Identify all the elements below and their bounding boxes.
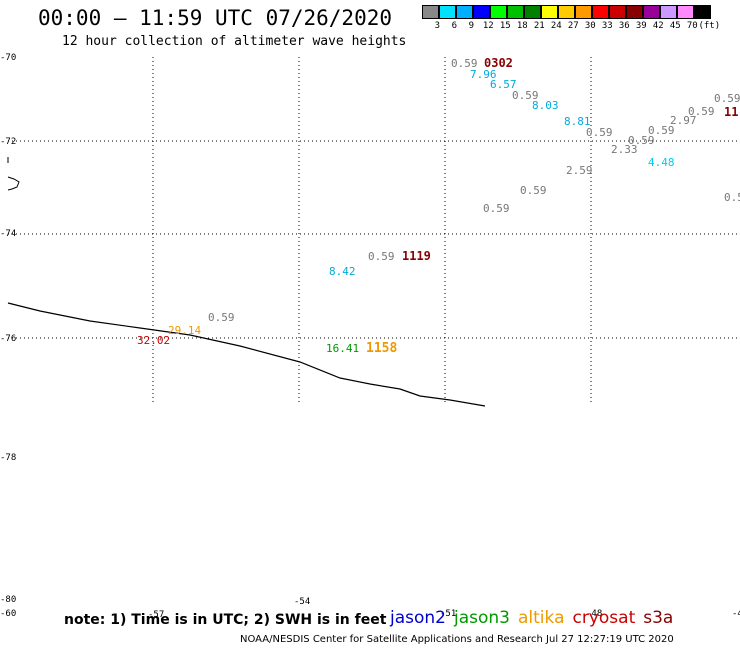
legend-swatch [541,5,558,19]
legend-swatch [422,5,439,19]
legend-swatch [660,5,677,19]
legend-swatch [490,5,507,19]
wave-height-label: 0.5 [724,191,740,204]
legend-label: 70 [686,21,698,31]
legend-swatch [609,5,626,19]
latitude-label: -76 [0,334,16,344]
wave-height-points: 0.59 03027.966.570.598.038.810.592.330.59… [137,56,740,356]
wave-height-label: 0.59 [648,124,675,137]
latitude-label: -70 [0,53,16,63]
wave-height-label: 32.02 [137,334,170,347]
latitude-label: -72 [0,137,16,147]
longitude-label: -45 [732,609,740,619]
legend-swatch [694,5,711,19]
legend-swatch [575,5,592,19]
wave-height-label: 0.59 [688,105,715,118]
latitude-label: -80 [0,595,16,605]
wave-height-label: 2.97 [670,114,697,127]
legend-label: 45 [669,21,681,31]
longitude-labels: -60 -57 -54 -51 -48 -45 [0,597,740,620]
wave-height-label: 8.03 [532,99,559,112]
legend-swatch [439,5,456,19]
legend-swatch [626,5,643,19]
wave-height-label: 0.59 [520,184,547,197]
legend-swatch [456,5,473,19]
longitude-label: -54 [294,597,310,607]
wave-height-label: 0.59 [714,92,740,105]
legend-label: 9 [468,21,475,31]
wave-height-label: 8.81 [564,115,591,128]
legend-swatch [558,5,575,19]
legend-label: 36 [618,21,630,31]
wave-height-label: 0302 [484,56,513,70]
legend-label: 24 [550,21,562,31]
legend-label: 33 [601,21,613,31]
wave-height-label: 0.59 [208,311,235,324]
wave-height-label: 8.42 [329,265,356,278]
latitude-label: -74 [0,229,16,239]
wave-height-label: 2.59 [566,164,593,177]
wave-height-label: 0.59 [368,250,395,263]
wave-height-label: 0.59 [483,202,510,215]
note-text: note: 1) Time is in UTC; 2) SWH is in fe… [64,612,387,628]
legend-label: 42 [652,21,664,31]
satellite-altika: altika [518,608,565,628]
satellite-jason2: jason2 [390,608,446,628]
longitude-label: -60 [0,609,16,619]
legend-label: 12 [482,21,494,31]
wave-height-label: 4.48 [648,156,675,169]
wave-height-label: 7.96 [470,68,497,81]
legend-label: 27 [567,21,579,31]
wave-height-label: 0.59 [512,89,539,102]
wave-height-label: 0.59 [451,57,478,70]
color-legend [422,5,711,19]
longitude-label: -48 [586,609,602,619]
satellite-jason3: jason3 [454,608,510,628]
legend-label: 30 [584,21,596,31]
wave-height-label: 29.14 [168,324,201,337]
legend-label: (ft) [698,21,721,31]
latitude-label: -78 [0,453,16,463]
legend-swatch [677,5,694,19]
legend-swatch [643,5,660,19]
footer-credit: NOAA/NESDIS Center for Satellite Applica… [240,634,674,645]
wave-height-label: 11 [724,105,738,119]
wave-height-label: 1119 [402,249,431,263]
wave-height-label: 0.59 [586,126,613,139]
legend-label: 15 [499,21,511,31]
legend-label: 3 [434,21,441,31]
satellite-cryosat: cryosat [572,608,636,628]
legend-label: 6 [451,21,458,31]
longitude-label: -57 [148,610,164,620]
satellite-s3a: s3a [643,608,674,628]
legend-swatch [524,5,541,19]
wave-height-label: 6.57 [490,78,517,91]
wave-height-label: 0.59 [628,134,655,147]
map-subtitle: 12 hour collection of altimeter wave hei… [62,34,407,49]
legend-label: 21 [533,21,545,31]
map-title: 00:00 — 11:59 UTC 07/26/2020 [38,6,393,30]
wave-height-label: 2.33 [611,143,638,156]
coastline-antarctica [7,302,486,407]
wave-height-label: 16.41 [326,342,359,355]
coastline-island [7,176,20,191]
legend-label: 39 [635,21,647,31]
legend-swatch [473,5,490,19]
legend-label: 18 [516,21,528,31]
legend-swatch [592,5,609,19]
wave-height-label: 1158 [366,341,397,356]
satellite-legend: jason2 jason3 altika cryosat s3a [390,608,681,628]
legend-swatch [507,5,524,19]
longitude-label: -51 [440,609,456,619]
latitude-labels: -70 -72 -74 -76 -78 -80 [0,53,16,605]
